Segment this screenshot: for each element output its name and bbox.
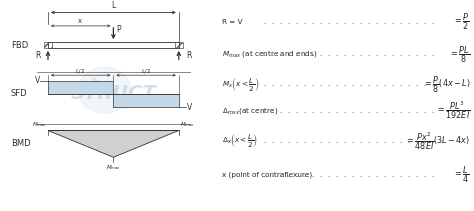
Polygon shape bbox=[48, 81, 113, 94]
Text: FBD: FBD bbox=[11, 41, 28, 50]
Text: L/2: L/2 bbox=[76, 68, 85, 73]
Bar bbox=[48, 42, 179, 48]
Text: . . . . . . . . . . . . . . . . . . . . . .: . . . . . . . . . . . . . . . . . . . . … bbox=[263, 81, 439, 87]
Text: $M_{max}$ (at centre and ends): $M_{max}$ (at centre and ends) bbox=[222, 49, 317, 59]
Bar bbox=[174, 42, 183, 48]
Text: R: R bbox=[36, 51, 41, 60]
Text: $= \dfrac{P}{2}$: $= \dfrac{P}{2}$ bbox=[453, 12, 470, 32]
Text: R = V: R = V bbox=[222, 19, 243, 25]
Text: P: P bbox=[117, 25, 121, 34]
Bar bbox=[44, 42, 52, 48]
Text: x (point of contraflexure): x (point of contraflexure) bbox=[222, 172, 312, 178]
Text: V: V bbox=[187, 103, 192, 112]
Text: $= \dfrac{P}{8}(4x - L)$: $= \dfrac{P}{8}(4x - L)$ bbox=[423, 74, 470, 95]
Text: $\Delta_x\left(x < \dfrac{L}{2}\right)$: $\Delta_x\left(x < \dfrac{L}{2}\right)$ bbox=[222, 132, 258, 149]
Text: . . . . . . . . . . . . . . . . . . . . . .: . . . . . . . . . . . . . . . . . . . . … bbox=[263, 138, 439, 144]
Text: SFD: SFD bbox=[11, 89, 27, 99]
Text: V: V bbox=[35, 76, 40, 85]
Text: L: L bbox=[111, 1, 116, 9]
Polygon shape bbox=[48, 130, 179, 157]
Polygon shape bbox=[113, 94, 179, 107]
Text: . . . . . . . . . . . . . . . . . . . . . .: . . . . . . . . . . . . . . . . . . . . … bbox=[263, 51, 439, 57]
Text: $\Delta_{max}$(at centre): $\Delta_{max}$(at centre) bbox=[222, 106, 278, 116]
Text: x: x bbox=[78, 18, 82, 24]
Text: $M_{max}$: $M_{max}$ bbox=[32, 120, 47, 130]
Text: . . . . . . . . . . . . . . . . . . . . . .: . . . . . . . . . . . . . . . . . . . . … bbox=[263, 108, 439, 114]
Text: R: R bbox=[186, 51, 191, 60]
Text: $= \dfrac{Px^2}{48EI}(3L - 4x)$: $= \dfrac{Px^2}{48EI}(3L - 4x)$ bbox=[405, 130, 470, 152]
Text: $M_x\left(x < \dfrac{L}{2}\right)$: $M_x\left(x < \dfrac{L}{2}\right)$ bbox=[222, 76, 259, 93]
Text: $M_{max}$: $M_{max}$ bbox=[180, 120, 195, 130]
Text: BMD: BMD bbox=[11, 139, 30, 148]
Text: $M_{max}$: $M_{max}$ bbox=[106, 163, 121, 172]
Text: $= \dfrac{PL}{8}$: $= \dfrac{PL}{8}$ bbox=[449, 44, 470, 65]
Text: $= \dfrac{L}{4}$: $= \dfrac{L}{4}$ bbox=[453, 165, 470, 185]
Text: STRUCT: STRUCT bbox=[71, 84, 156, 103]
Circle shape bbox=[79, 67, 131, 113]
Text: . . . . . . . . . . . . . . . . . . . . . .: . . . . . . . . . . . . . . . . . . . . … bbox=[263, 172, 439, 178]
Text: L/2: L/2 bbox=[141, 68, 151, 73]
Text: . . . . . . . . . . . . . . . . . . . . . .: . . . . . . . . . . . . . . . . . . . . … bbox=[263, 19, 439, 25]
Text: $= \dfrac{PL^3}{192EI}$: $= \dfrac{PL^3}{192EI}$ bbox=[436, 100, 470, 122]
